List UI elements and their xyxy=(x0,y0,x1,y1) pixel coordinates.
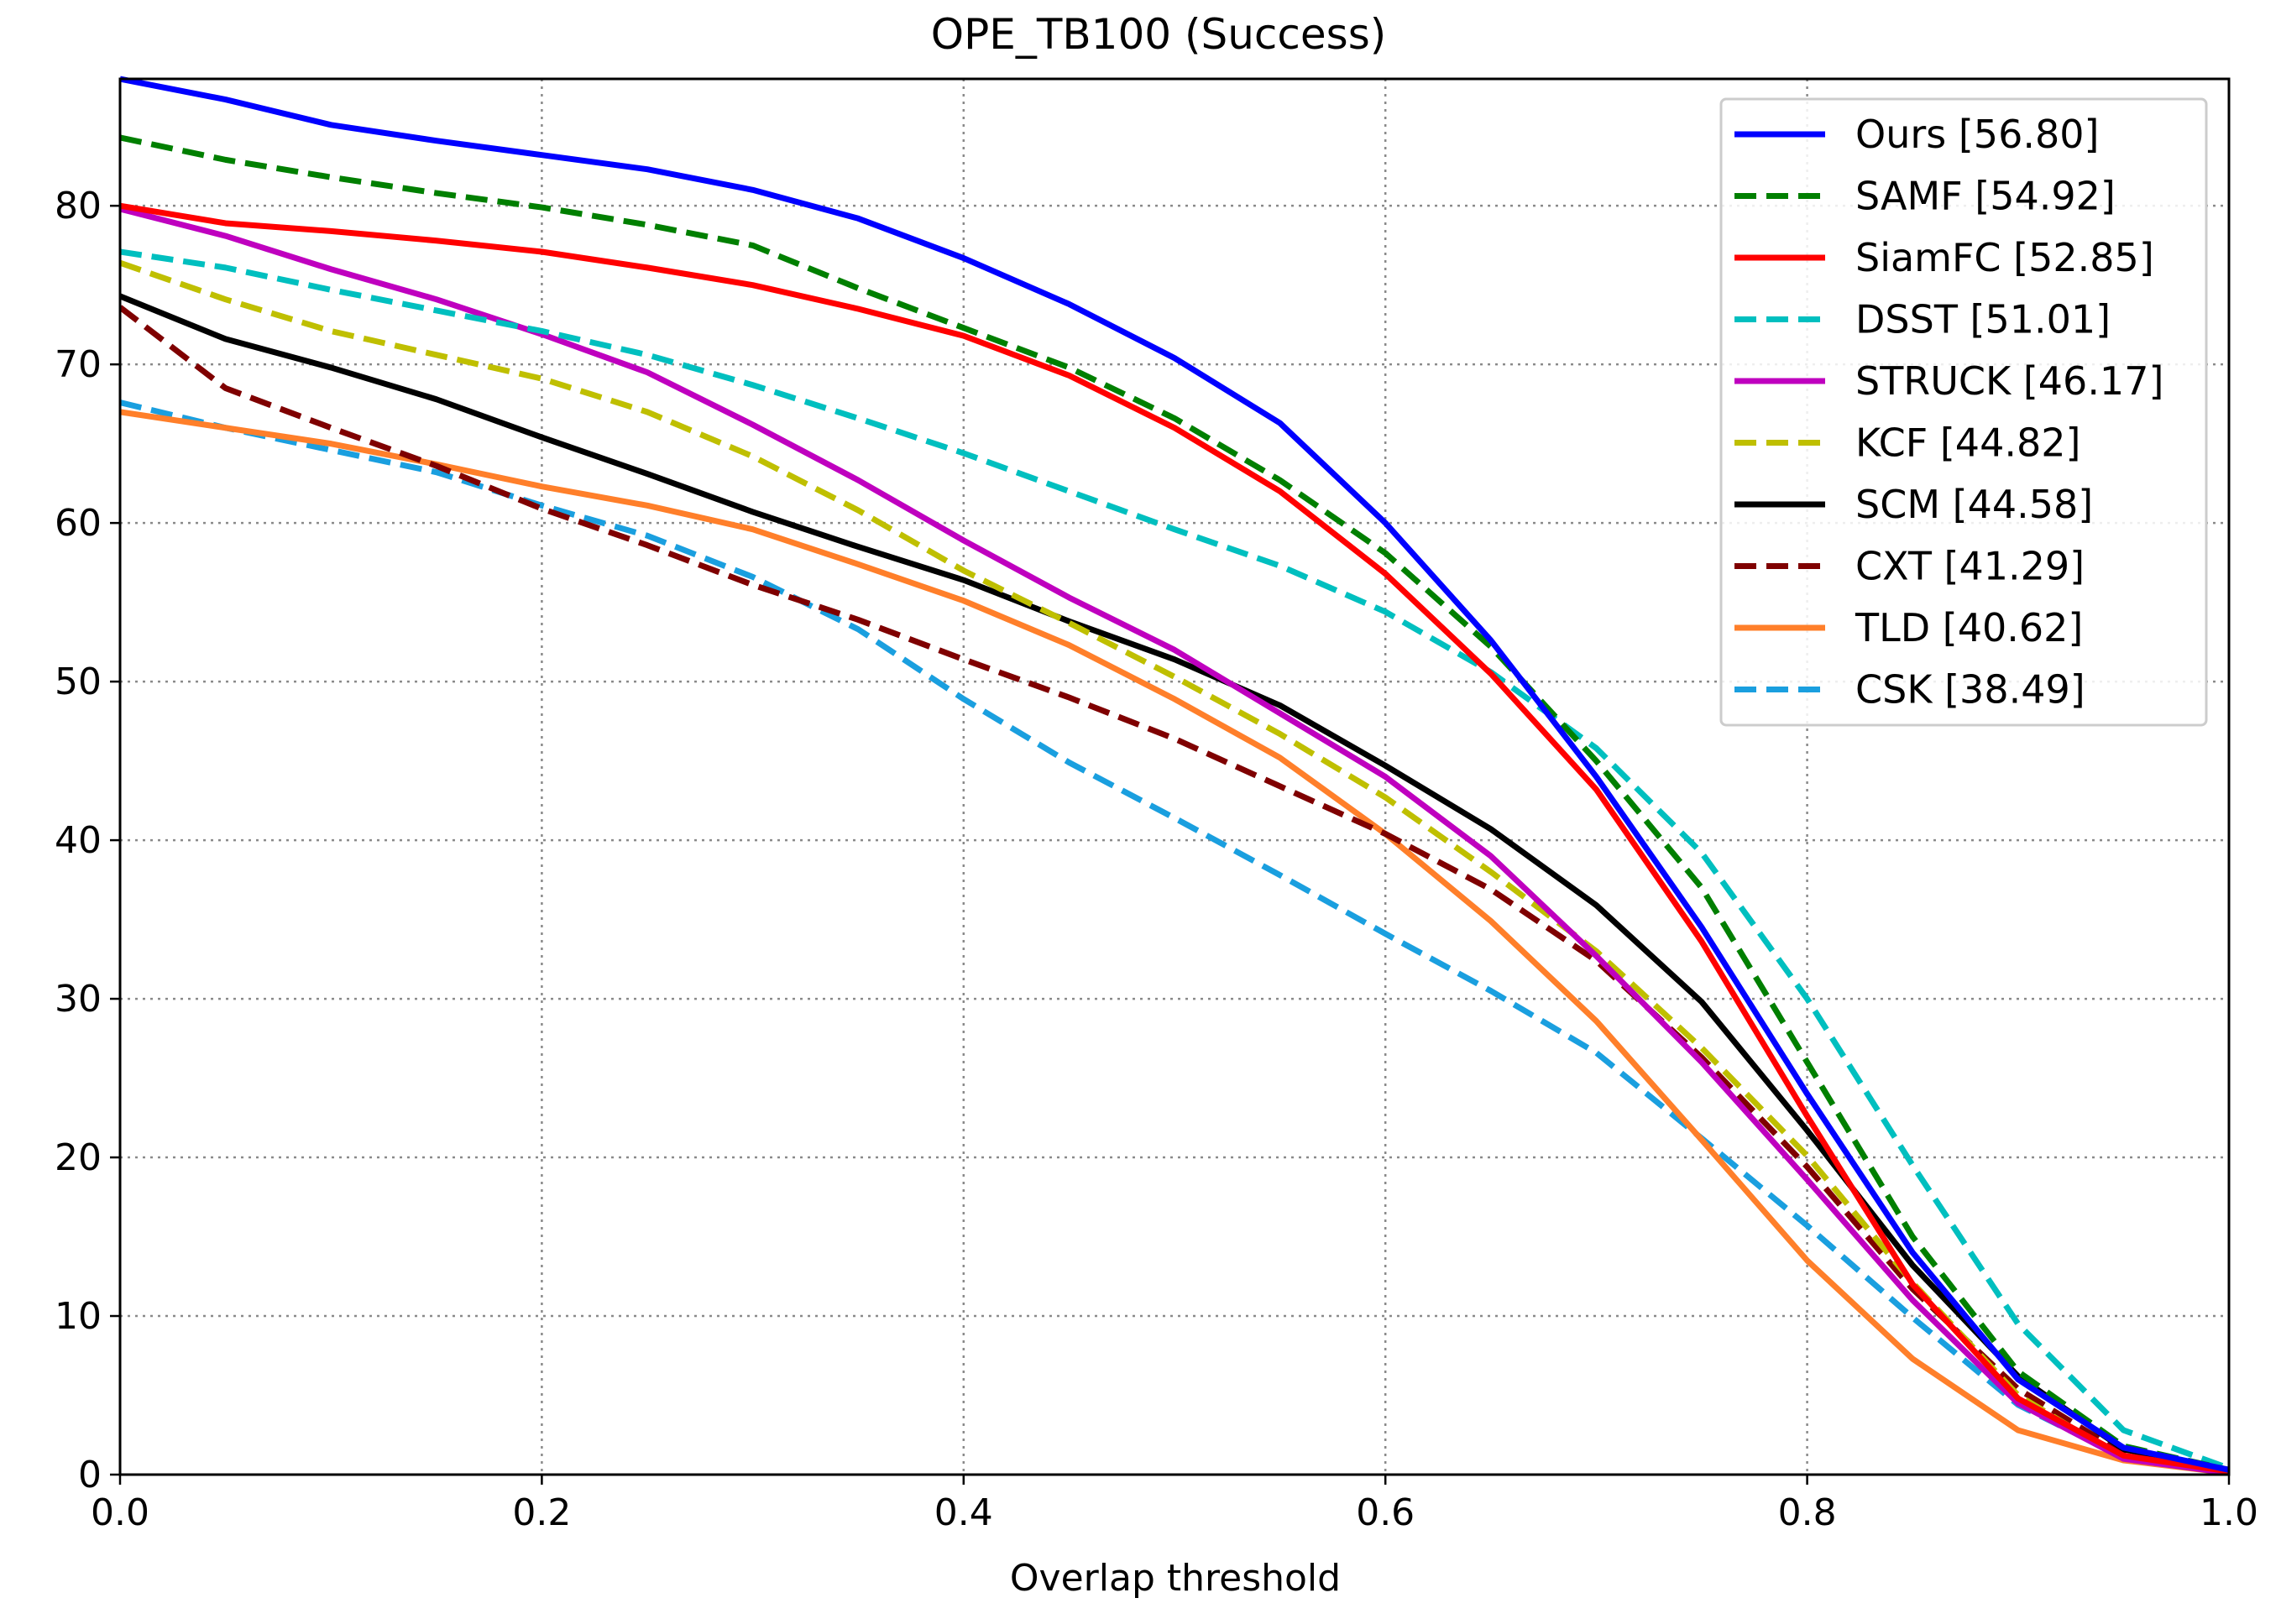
series-line-cxt xyxy=(120,305,2229,1475)
x-tick-label: 1.0 xyxy=(2200,1491,2258,1534)
series-line-csk xyxy=(120,399,2229,1476)
x-tick-label: 0.4 xyxy=(934,1491,993,1534)
legend-label: TLD [40.62] xyxy=(1855,605,2083,650)
legend-label: SCM [44.58] xyxy=(1855,482,2093,527)
x-tick-label: 0.0 xyxy=(91,1491,149,1534)
legend-box xyxy=(1719,97,2208,727)
y-tick-label: 50 xyxy=(55,661,102,703)
y-tick-label: 40 xyxy=(55,819,102,862)
series-line-kcf xyxy=(120,259,2229,1476)
legend: Ours [56.80] SAMF [54.92] SiamFC [52.85] DS… xyxy=(1719,97,2208,727)
plot-frame xyxy=(118,77,2231,1476)
y-tick-label: 30 xyxy=(55,978,102,1021)
x-tick-label: 0.8 xyxy=(1778,1491,1837,1534)
series-lines xyxy=(120,76,2229,1476)
legend-label: KCF [44.82] xyxy=(1855,420,2080,466)
series-line-tld xyxy=(120,409,2229,1476)
series-line-samf xyxy=(120,134,2229,1473)
series-line-ours xyxy=(120,76,2229,1473)
x-tick-label: 0.2 xyxy=(512,1491,571,1534)
axes xyxy=(118,77,2231,1476)
y-tick-label: 70 xyxy=(55,343,102,386)
chart-title: OPE_TB100 (Success) xyxy=(931,10,1387,59)
series-line-dsst xyxy=(120,248,2229,1471)
y-tick-label: 20 xyxy=(55,1136,102,1179)
legend-label: Ours [56.80] xyxy=(1855,112,2099,157)
x-axis-label: Overlap threshold xyxy=(1010,1557,1341,1600)
y-tick-label: 60 xyxy=(55,502,102,545)
y-tick-label: 0 xyxy=(78,1454,102,1496)
series-line-siamfc xyxy=(120,202,2229,1475)
x-tick-label: 0.6 xyxy=(1356,1491,1415,1534)
legend-label: SAMF [54.92] xyxy=(1855,174,2116,219)
y-tick-label: 10 xyxy=(55,1295,102,1338)
legend-label: SiamFC [52.85] xyxy=(1855,235,2154,280)
legend-label: DSST [51.01] xyxy=(1855,297,2111,342)
series-line-scm xyxy=(120,293,2229,1473)
legend-label: CXT [41.29] xyxy=(1855,544,2085,589)
series-line-struck xyxy=(120,206,2229,1476)
y-tick-label: 80 xyxy=(55,185,102,227)
tick-marks: 0.0 0.2 0.4 0.6 0.8 1.0 0 10 20 30 40 50 60 70 80 xyxy=(55,185,2258,1534)
legend-label: STRUCK [46.17] xyxy=(1855,358,2163,404)
legend-label: CSK [38.49] xyxy=(1855,667,2085,713)
